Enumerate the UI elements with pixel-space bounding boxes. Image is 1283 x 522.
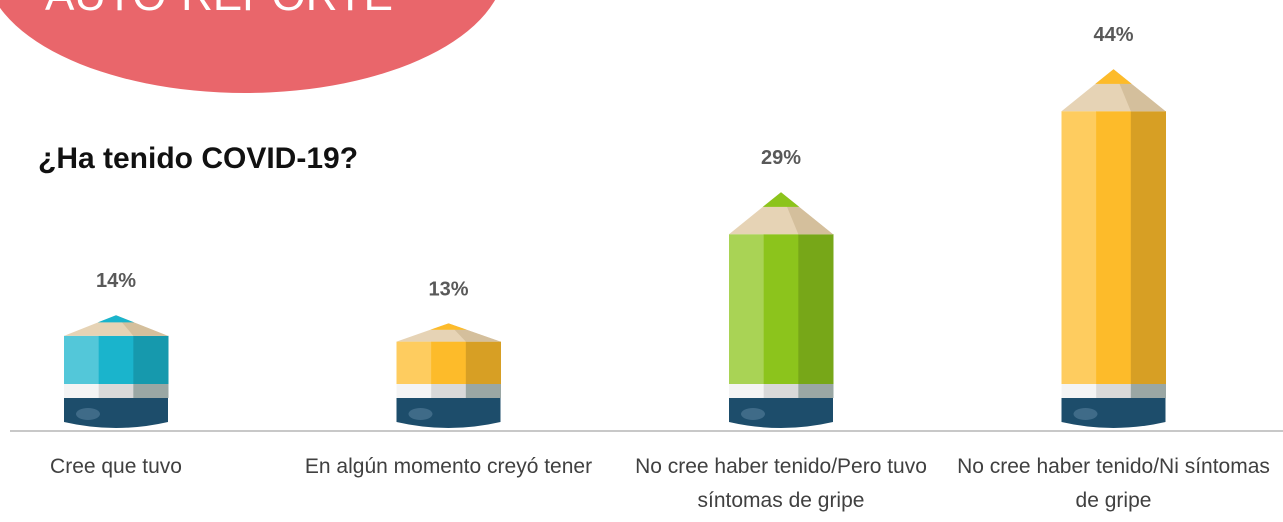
pencil-base: [729, 398, 833, 428]
value-label: 14%: [96, 270, 136, 292]
pencil-band: [465, 384, 501, 398]
pencil-band: [1130, 384, 1166, 398]
pencil-body: [465, 341, 501, 384]
category-label: No cree haber tenido/Pero tuvo síntomas …: [635, 455, 927, 512]
pencil-tip: [762, 192, 800, 207]
pencil-band: [64, 384, 100, 398]
pencil-cone-shade: [1113, 69, 1166, 112]
pencil-band: [798, 384, 834, 398]
pencil-shine: [741, 408, 765, 420]
pencil-body: [729, 234, 765, 384]
pencil: [729, 192, 834, 428]
pencil-base: [396, 398, 501, 428]
pencil-band: [1096, 384, 1132, 398]
pencil-tip: [1095, 69, 1132, 84]
pencil-band: [396, 384, 432, 398]
pencil-body: [1061, 111, 1097, 384]
pencil-base: [64, 398, 168, 428]
pencil-band: [729, 384, 765, 398]
pencil-body: [431, 341, 467, 384]
category-label: En algún momento creyó tener: [304, 455, 593, 478]
pencil-shine: [408, 408, 433, 420]
pencil-tip: [97, 315, 135, 323]
pencil-body: [763, 234, 799, 384]
pencil-body: [798, 234, 834, 384]
pencil-shine: [1073, 408, 1098, 420]
pencil: [1061, 69, 1166, 428]
value-label: 29%: [761, 147, 801, 169]
pencil-body: [133, 335, 169, 384]
chart-title: ¿Ha tenido COVID-19?: [38, 142, 358, 175]
pencil: [396, 323, 501, 428]
pencil-body: [98, 335, 134, 384]
pencil-body: [396, 341, 432, 384]
pencil-body: [1096, 111, 1132, 384]
pencil-shine: [76, 408, 100, 420]
pencil-band: [431, 384, 467, 398]
pencil-band: [1061, 384, 1097, 398]
value-label: 13%: [428, 278, 468, 300]
category-label: Cree que tuvo: [50, 455, 182, 478]
pencil: [64, 315, 169, 428]
banner-shape: [0, 0, 496, 93]
pencil-band: [98, 384, 134, 398]
banner-text: AUTO-REPORTE: [45, 0, 393, 20]
value-label: 44%: [1093, 24, 1133, 46]
pencil-band: [763, 384, 799, 398]
pencil-band: [133, 384, 169, 398]
pencil-body: [64, 335, 100, 384]
category-label: No cree haber tenido/Ni síntomas de grip…: [957, 455, 1270, 512]
pencil-tip: [430, 323, 467, 330]
pencil-base: [1061, 398, 1166, 428]
pencil-body: [1130, 111, 1166, 384]
